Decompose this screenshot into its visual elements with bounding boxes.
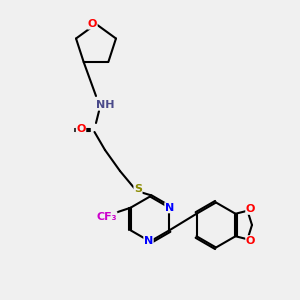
Text: N: N	[165, 203, 174, 213]
Text: O: O	[76, 124, 86, 134]
Text: O: O	[246, 204, 255, 214]
Text: N: N	[144, 236, 153, 247]
Text: O: O	[88, 19, 97, 29]
Text: O: O	[246, 236, 255, 246]
Text: CF₃: CF₃	[96, 212, 117, 222]
Text: S: S	[134, 184, 142, 194]
Text: NH: NH	[96, 100, 114, 110]
